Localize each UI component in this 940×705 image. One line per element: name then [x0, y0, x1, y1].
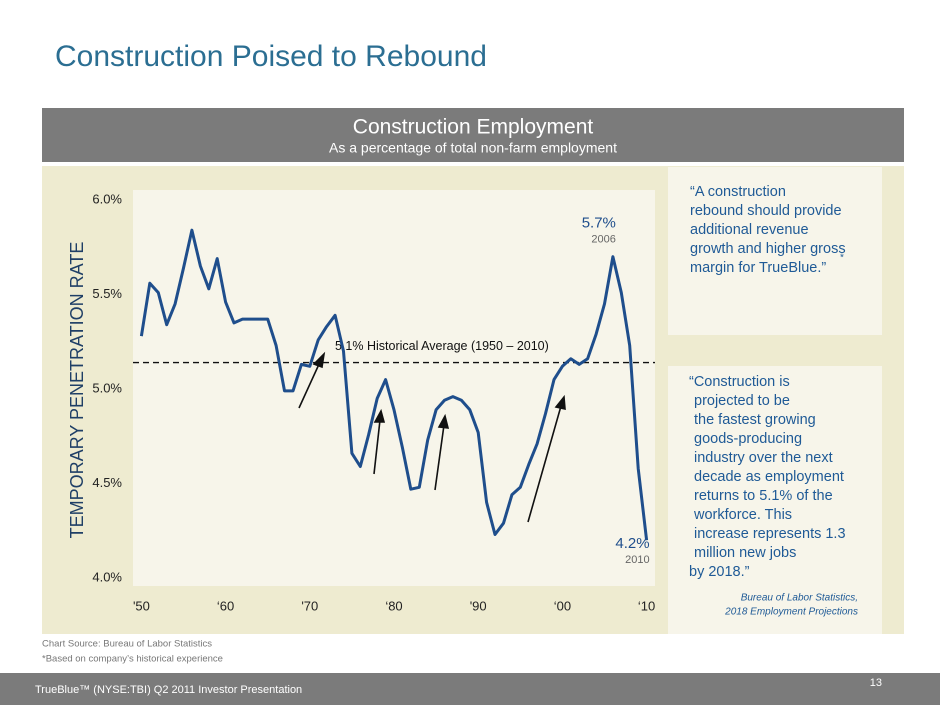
annotation-value: 4.2%	[615, 535, 649, 552]
arrow-head	[373, 408, 386, 423]
data-line	[139, 228, 649, 541]
arrow-head	[437, 413, 450, 429]
x-tick-label: '70	[301, 598, 318, 613]
quote-line: decade as employment	[694, 469, 844, 485]
arrow	[373, 419, 381, 475]
y-tick-label: 4.5%	[92, 475, 122, 490]
x-tick-label: ‘10	[638, 598, 655, 613]
quote-attribution: 2018 Employment Projections	[724, 607, 858, 618]
x-tick-label: ‘00	[554, 598, 571, 613]
quote-line: growth and higher gross	[690, 241, 846, 257]
y-tick-label: 6.0%	[92, 191, 122, 206]
y-tick-label: 5.5%	[92, 286, 122, 301]
y-tick-label: 4.0%	[92, 569, 122, 584]
quote-line: goods-producing	[694, 431, 802, 447]
quote-line: increase represents 1.3	[694, 526, 846, 542]
x-tick-label: ‘60	[217, 598, 234, 613]
page-number: 13	[870, 677, 882, 689]
quote-line: industry over the next	[694, 450, 833, 466]
reference-label: 5.1% Historical Average (1950 – 2010)	[335, 339, 549, 353]
footer-bar	[0, 673, 940, 705]
chart-title: Construction Employment	[353, 116, 594, 139]
x-tick-label: ‘80	[385, 598, 402, 613]
y-axis-label: TEMPORARY PENETRATION RATE	[67, 242, 87, 539]
quote-mark: *	[840, 253, 844, 264]
quote-panel	[668, 366, 882, 634]
footer-text: TrueBlue™ (NYSE:TBI) Q2 2011 Investor Pr…	[35, 684, 302, 696]
arrow-head	[312, 351, 326, 369]
slide-title: Construction Poised to Rebound	[55, 40, 487, 73]
quote-line: million new jobs	[694, 545, 796, 561]
quote-line: projected to be	[694, 393, 790, 409]
quote-line: returns to 5.1% of the	[694, 488, 833, 504]
arrow	[298, 361, 321, 409]
plot-area	[133, 190, 655, 586]
note: Chart Source: Bureau of Labor Statistics	[42, 639, 212, 650]
quote-attribution: Bureau of Labor Statistics,	[741, 593, 858, 604]
y-tick-label: 5.0%	[92, 380, 122, 395]
annotation-value: 5.7%	[582, 215, 616, 232]
chart-header	[42, 108, 904, 162]
annotation-year: 2010	[625, 554, 649, 566]
arrow-head	[554, 394, 566, 411]
quote-line: margin for TrueBlue.”	[690, 260, 826, 276]
quote-line: by 2018.”	[689, 564, 750, 580]
annotation-year: 2006	[591, 234, 615, 246]
note: *Based on company’s historical experienc…	[42, 654, 223, 665]
quote-line: additional revenue	[690, 222, 809, 238]
x-tick-label: '50	[133, 598, 150, 613]
arrow	[434, 424, 445, 491]
quote-line: rebound should provide	[690, 203, 842, 219]
chart-subtitle: As a percentage of total non-farm employ…	[329, 140, 617, 156]
arrow	[527, 405, 562, 523]
x-tick-label: '90	[470, 598, 487, 613]
quote-line: “Construction is	[689, 374, 790, 390]
quote-panel	[668, 167, 882, 335]
quote-line: the fastest growing	[694, 412, 816, 428]
arrows	[298, 351, 566, 523]
quote-line: workforce. This	[693, 507, 792, 523]
quote-line: “A construction	[690, 184, 786, 200]
